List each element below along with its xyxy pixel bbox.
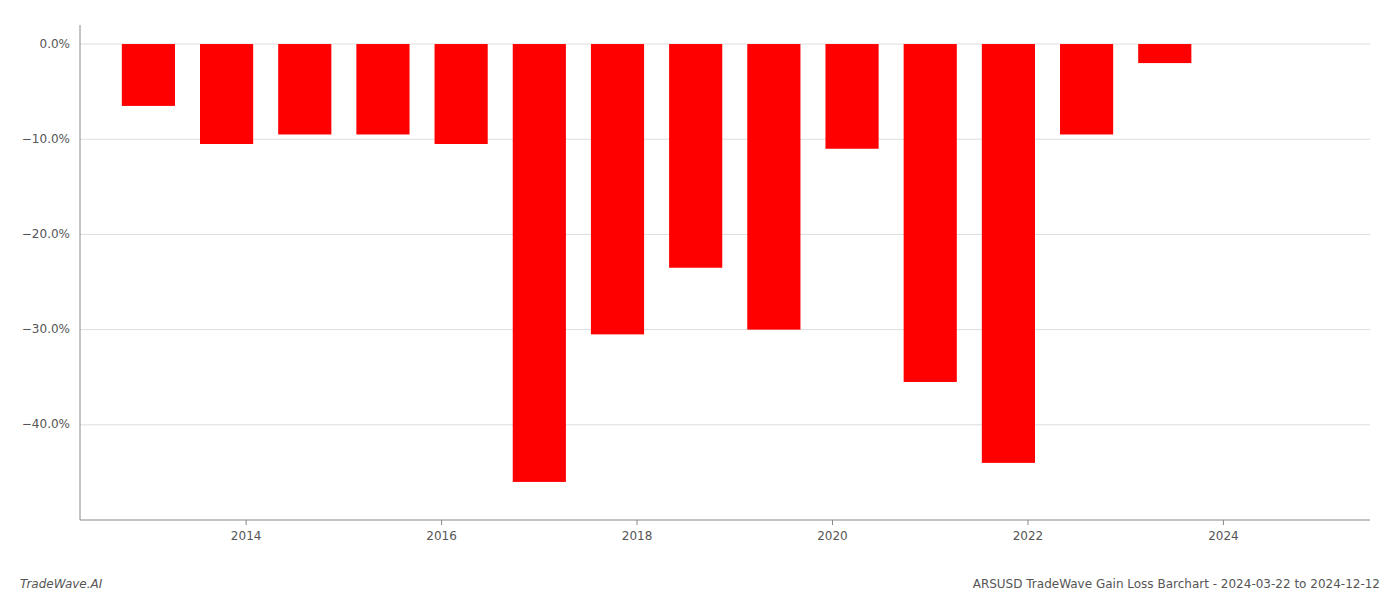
y-axis-line [80,25,81,520]
grid-line [80,329,1370,330]
bar [356,44,409,134]
y-tick-label: 0.0% [40,37,71,51]
footer-right: ARSUSD TradeWave Gain Loss Barchart - 20… [973,577,1380,591]
y-tick-label: −30.0% [22,322,70,336]
y-grid [80,44,1370,425]
x-tick-label: 2016 [426,529,457,543]
x-tick-label: 2018 [622,529,653,543]
x-tick [1223,520,1224,525]
bars [122,44,1192,482]
footer-left: TradeWave.AI [20,577,103,591]
x-tick [441,520,442,525]
x-tick-label: 2024 [1208,529,1239,543]
chart-container: 0.0% −10.0% −20.0% −30.0% −40.0% 2014 2016 2018… [0,0,1400,600]
bar [513,44,566,482]
x-tick [1027,520,1028,525]
x-tick [832,520,833,525]
grid-line [80,424,1370,425]
bar [747,44,800,330]
x-tick-label: 2020 [817,529,848,543]
x-tick-label: 2014 [231,529,262,543]
grid-line [80,139,1370,140]
x-tick [246,520,247,525]
bar [825,44,878,149]
bar [122,44,175,106]
bar [591,44,644,334]
x-axis-line [80,520,1370,521]
bar [904,44,957,382]
bar [435,44,488,144]
bar [1060,44,1113,134]
x-tick [637,520,638,525]
grid-line [80,234,1370,235]
x-tick-label: 2022 [1013,529,1044,543]
bar [669,44,722,268]
bar [1138,44,1191,63]
y-tick-label: −40.0% [22,417,70,431]
bar [278,44,331,134]
y-tick-label: −20.0% [22,227,70,241]
y-tick-label: −10.0% [22,132,70,146]
chart-svg: 0.0% −10.0% −20.0% −30.0% −40.0% 2014 2016 2018… [0,0,1400,600]
bar [982,44,1035,463]
bar [200,44,253,144]
